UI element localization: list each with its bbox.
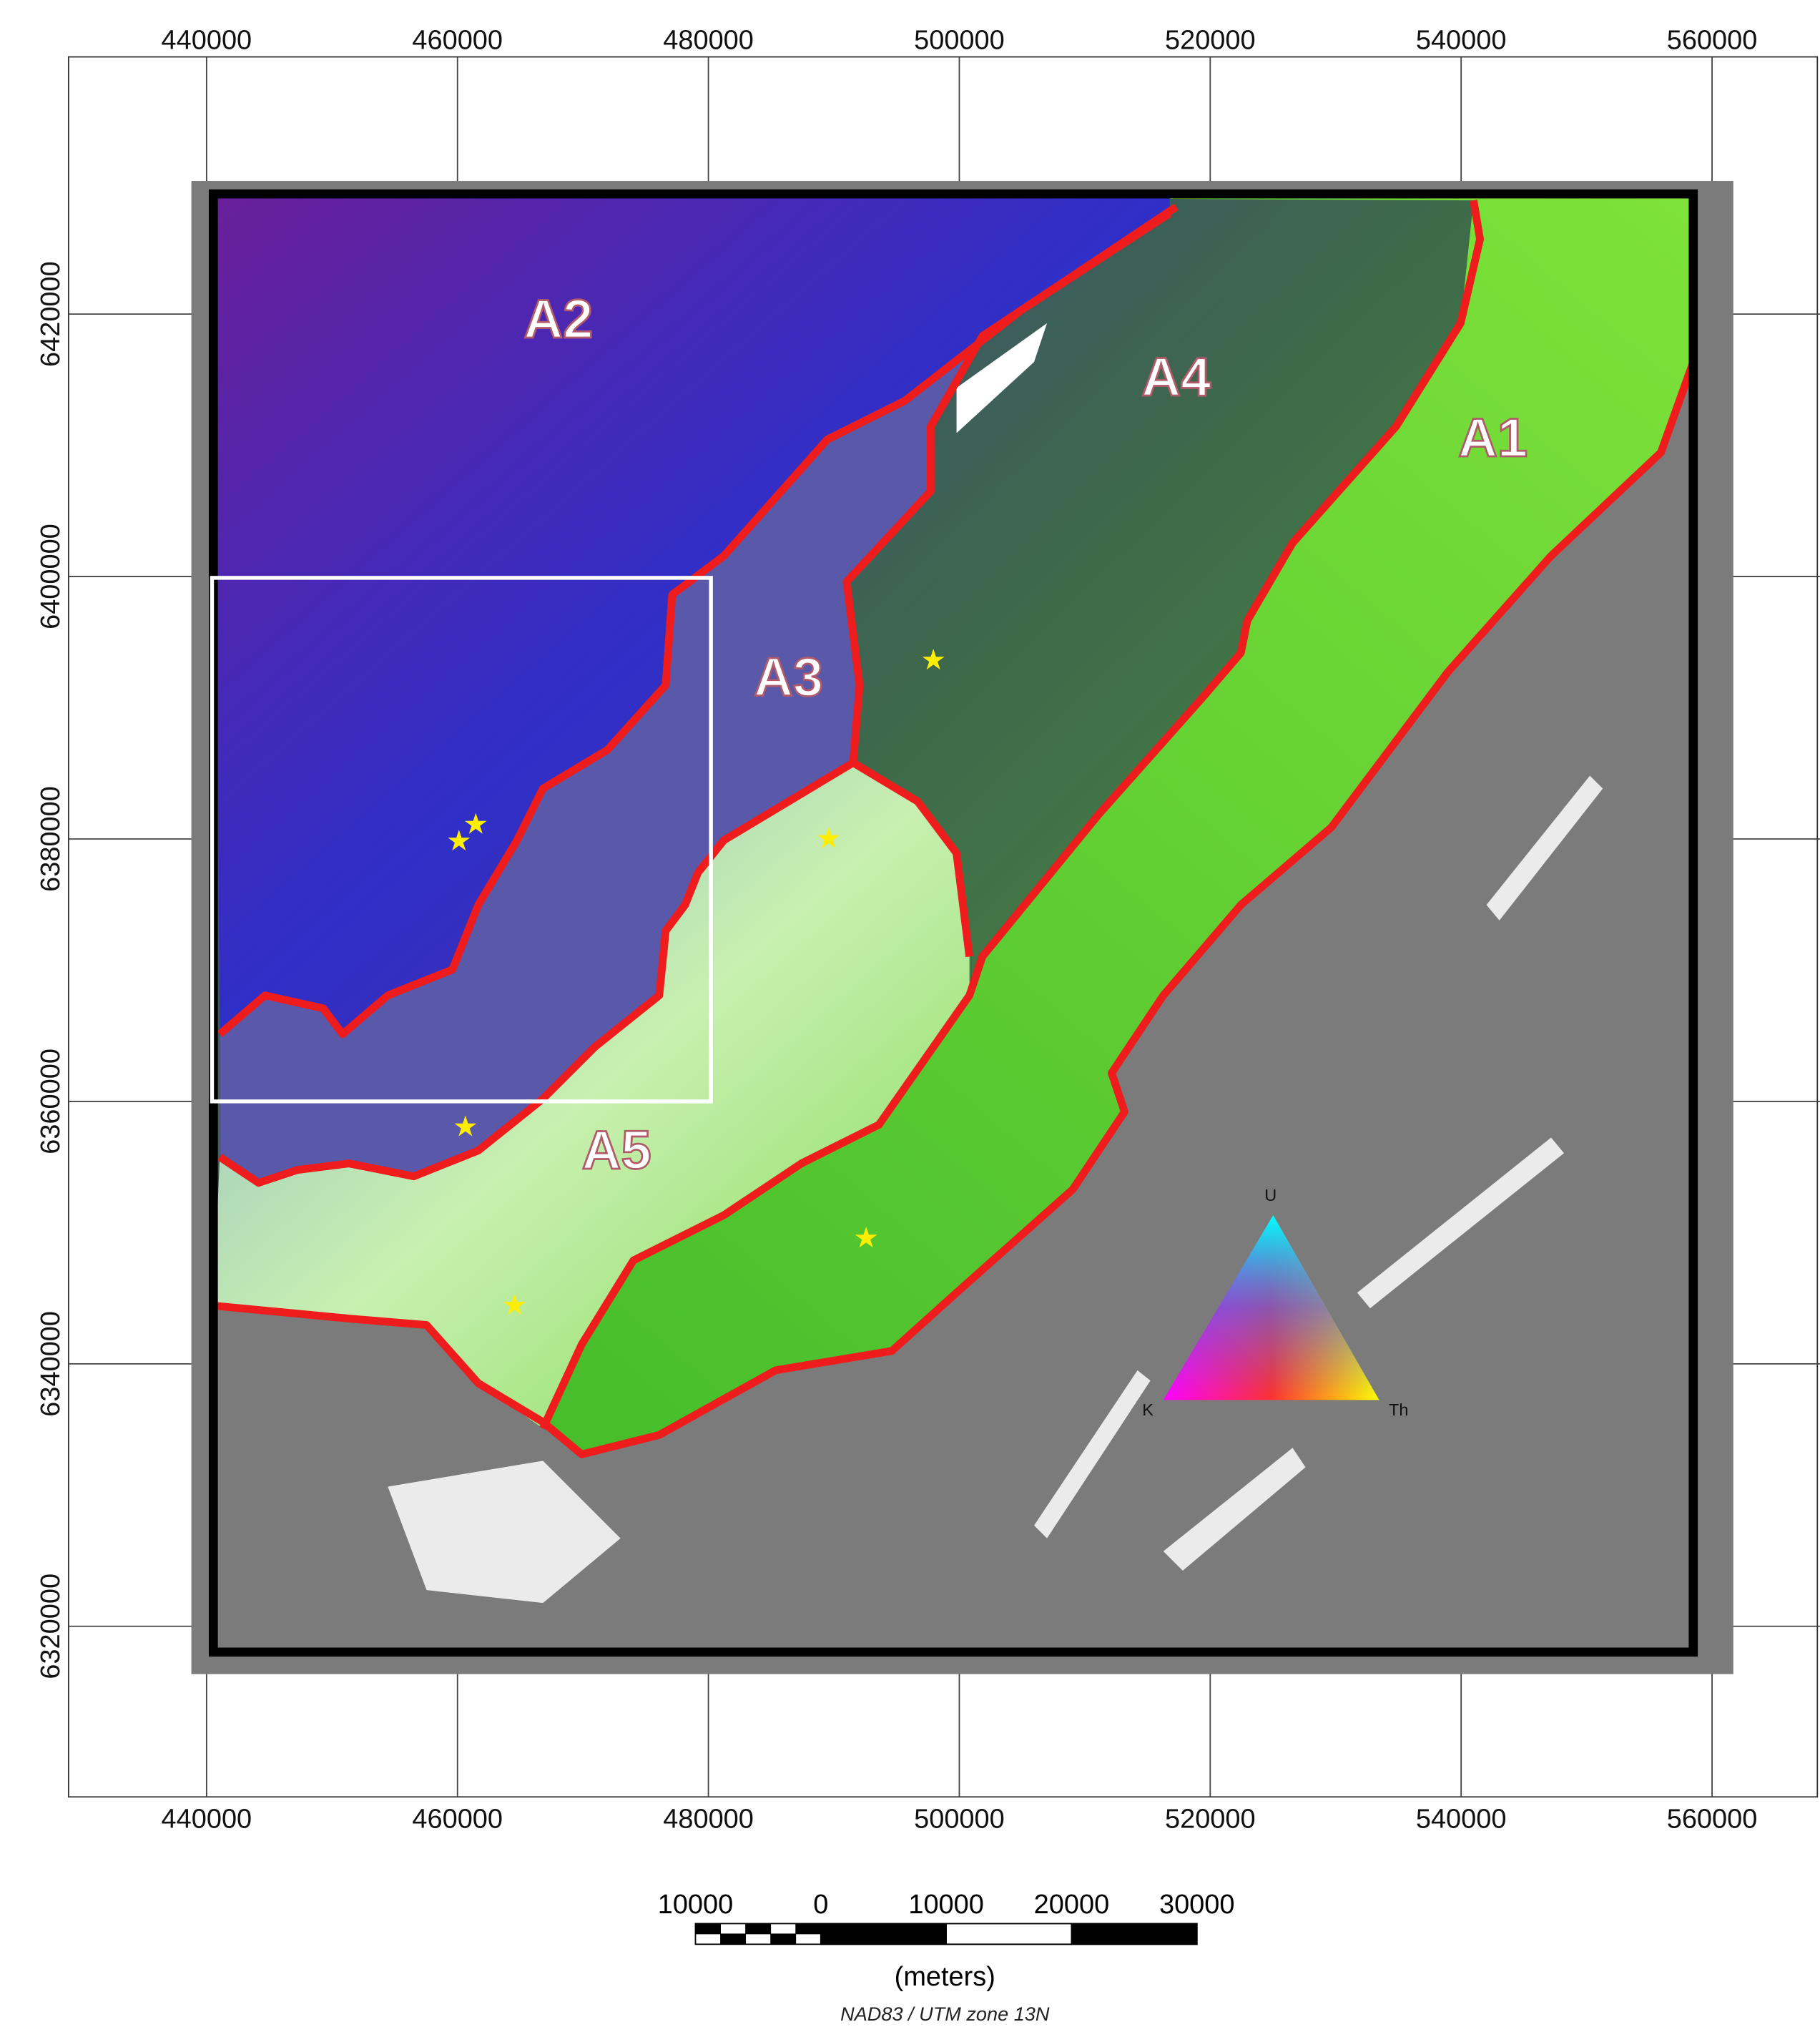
scale-label: 10000 [908,1890,984,1920]
scale-cell [695,1923,721,1934]
ternary-overlay [1163,1214,1379,1400]
x-tick-label: 560000 [1667,1805,1758,1835]
region-label: A4 [1141,347,1211,408]
legend-label: U [1264,1186,1277,1204]
scale-cell [745,1923,771,1934]
x-tick-label: 500000 [914,1805,1005,1835]
x-tick-label: 500000 [914,26,1005,56]
x-tick-label: 560000 [1667,26,1758,56]
boundary [539,200,1484,1430]
star: ★ [453,1111,478,1142]
inset-box [210,576,713,1104]
zone-a3 [220,207,1176,1183]
x-tick-label: 460000 [412,1805,503,1835]
x-tick-label: 480000 [663,1805,754,1835]
x-tick-label: 460000 [412,26,503,56]
boundary [217,210,1172,1039]
y-tick-label: 6320000 [36,1574,66,1679]
scale-cell [795,1933,822,1945]
projection: NAD83 / UTM zone 13N [840,2003,1050,2025]
ternary-legend: U K Th [1142,1186,1408,1419]
region-label: A5 [582,1120,651,1181]
scale-cell [770,1923,797,1935]
scale-cell [695,1933,721,1945]
boundary [212,360,1697,1458]
legend-label: K [1142,1400,1154,1419]
scale-segment [820,1923,948,1945]
star: ★ [502,1290,528,1321]
x-tick-label: 520000 [1165,1805,1256,1835]
y-tick-label: 6400000 [36,524,66,629]
region-label: A1 [1458,408,1528,468]
x-tick-label: 480000 [663,26,754,56]
boundary [217,759,855,1187]
x-tick-label: 540000 [1416,1805,1507,1835]
stars: ★ ★ ★ ★ ★ ★ ★ [446,644,946,1321]
scale-label: 10000 [658,1890,733,1920]
zone-a5 [213,762,970,1429]
x-tick-label: 520000 [1165,26,1256,56]
scale-bar: (meters) NAD83 / UTM zone 13N 10000 0 1000… [658,1890,1235,2025]
scale-cell [745,1933,772,1945]
y-tick-label: 6380000 [36,786,66,892]
star: ★ [853,1222,879,1254]
star: ★ [446,825,472,857]
x-tick-label: 440000 [162,1805,252,1835]
star: ★ [816,823,842,854]
star: ★ [463,808,488,840]
lakes [388,775,1603,1604]
legend-label: Th [1389,1400,1408,1419]
scale-segment [945,1923,1073,1945]
scale-segment [1071,1923,1198,1945]
scale-label: 20000 [1034,1890,1110,1920]
scale-cell [795,1923,821,1934]
zone-boundaries [212,200,1697,1458]
x-tick-label: 440000 [162,26,252,56]
lake [956,323,1048,433]
star: ★ [920,644,946,676]
scale-outline [694,1923,1198,1945]
y-tick-label: 6420000 [36,261,66,367]
scale-label: 30000 [1159,1890,1235,1920]
scale-unit: (meters) [895,1962,995,1992]
region-label: A3 [754,647,823,708]
region-label: A2 [523,289,593,350]
y-tick-label: 6360000 [36,1049,66,1154]
zone-a2 [213,194,1170,1034]
scale-cell [770,1933,796,1945]
y-tick-label: 6340000 [36,1311,66,1417]
scale-cell [720,1923,747,1935]
ticks: 440000 440000 460000 460000 480000 480000 5000… [36,26,1757,1835]
x-tick-label: 540000 [1416,26,1507,56]
scale-cell [720,1933,746,1945]
scale-label: 0 [813,1890,828,1920]
